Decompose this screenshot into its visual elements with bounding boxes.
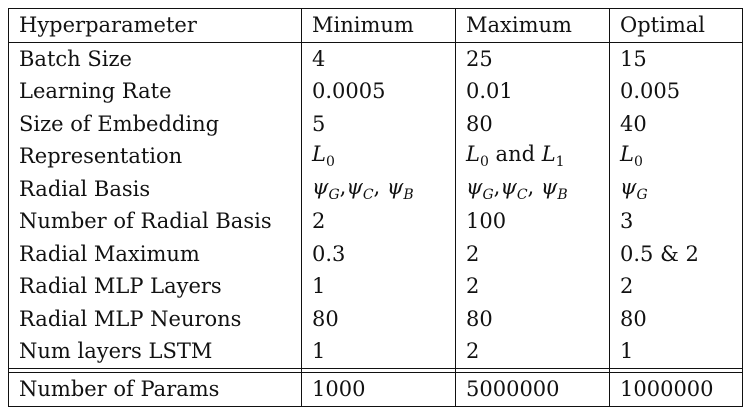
cell-maximum: 2 [455, 335, 610, 369]
table-row: Number of Radial Basis 2 100 3 [8, 205, 743, 238]
cell-minimum: 1 [301, 270, 456, 303]
row-label: Radial MLP Neurons [8, 302, 302, 335]
total-maximum: 5000000 [455, 371, 610, 407]
table-row: Radial Basis ψG,ψC, ψB ψG,ψC, ψB ψG [8, 172, 743, 205]
table-row: Representation L0 L0 and L1 L0 [8, 140, 743, 173]
row-label: Num layers LSTM [8, 335, 302, 369]
row-label: Number of Radial Basis [8, 205, 302, 238]
cell-minimum: ψG,ψC, ψB [301, 172, 456, 205]
hyperparameter-table: Hyperparameter Minimum Maximum Optimal B… [8, 8, 743, 407]
cell-minimum: 5 [301, 107, 456, 140]
table-header-row: Hyperparameter Minimum Maximum Optimal [8, 8, 743, 43]
table-row: Num layers LSTM 1 2 1 [8, 335, 743, 369]
cell-maximum: 0.01 [455, 75, 610, 108]
cell-maximum: 25 [455, 42, 610, 75]
separator-cell [609, 368, 743, 372]
row-label: Batch Size [8, 42, 302, 75]
cell-maximum: 100 [455, 205, 610, 238]
cell-minimum: 4 [301, 42, 456, 75]
cell-optimal: 15 [609, 42, 743, 75]
cell-maximum: 80 [455, 302, 610, 335]
total-label: Number of Params [8, 371, 302, 407]
header-hyperparameter: Hyperparameter [8, 8, 302, 43]
table-row: Batch Size 4 25 15 [8, 42, 743, 75]
cell-optimal: ψG [609, 172, 743, 205]
cell-minimum: 0.3 [301, 237, 456, 270]
total-minimum: 1000 [301, 371, 456, 407]
table-row: Size of Embedding 5 80 40 [8, 107, 743, 140]
table-total-row: Number of Params 1000 5000000 1000000 [8, 371, 743, 407]
hyperparameter-table-container: Hyperparameter Minimum Maximum Optimal B… [8, 8, 743, 407]
cell-optimal: 40 [609, 107, 743, 140]
cell-minimum: 0.0005 [301, 75, 456, 108]
row-label: Radial Basis [8, 172, 302, 205]
cell-minimum: L0 [301, 140, 456, 173]
header-optimal: Optimal [609, 8, 743, 43]
row-label: Radial Maximum [8, 237, 302, 270]
total-optimal: 1000000 [609, 371, 743, 407]
cell-optimal: 0.005 [609, 75, 743, 108]
cell-optimal: 1 [609, 335, 743, 369]
cell-maximum: ψG,ψC, ψB [455, 172, 610, 205]
row-label: Radial MLP Layers [8, 270, 302, 303]
cell-maximum: L0 and L1 [455, 140, 610, 173]
table-row: Radial MLP Layers 1 2 2 [8, 270, 743, 303]
cell-optimal: 2 [609, 270, 743, 303]
cell-maximum: 2 [455, 270, 610, 303]
cell-minimum: 80 [301, 302, 456, 335]
table-separator [8, 368, 743, 372]
table-row: Learning Rate 0.0005 0.01 0.005 [8, 75, 743, 108]
cell-maximum: 2 [455, 237, 610, 270]
cell-optimal: 3 [609, 205, 743, 238]
cell-minimum: 2 [301, 205, 456, 238]
row-label: Representation [8, 140, 302, 173]
table-row: Radial Maximum 0.3 2 0.5 & 2 [8, 237, 743, 270]
cell-minimum: 1 [301, 335, 456, 369]
row-label: Size of Embedding [8, 107, 302, 140]
cell-maximum: 80 [455, 107, 610, 140]
cell-optimal: 0.5 & 2 [609, 237, 743, 270]
cell-optimal: 80 [609, 302, 743, 335]
row-label: Learning Rate [8, 75, 302, 108]
cell-optimal: L0 [609, 140, 743, 173]
table-row: Radial MLP Neurons 80 80 80 [8, 302, 743, 335]
header-maximum: Maximum [455, 8, 610, 43]
header-minimum: Minimum [301, 8, 456, 43]
